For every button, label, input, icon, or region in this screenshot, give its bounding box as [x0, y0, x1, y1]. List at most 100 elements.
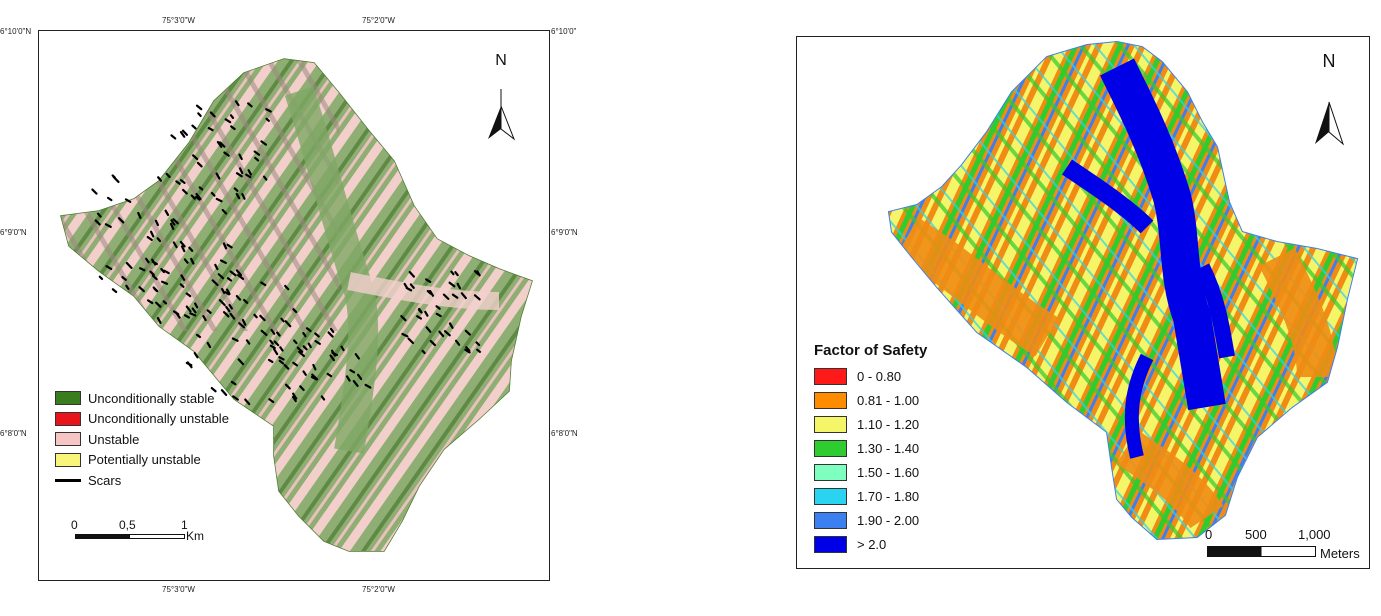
scar-mark	[284, 320, 292, 328]
scar-mark	[162, 300, 168, 305]
scar-mark	[228, 303, 233, 310]
scar-mark	[104, 223, 112, 228]
legend-label: Scars	[88, 472, 122, 488]
scar-mark	[224, 118, 232, 124]
scar-mark	[235, 192, 241, 200]
scar-mark	[154, 219, 160, 227]
scar-mark	[169, 222, 175, 231]
scar-mark	[125, 261, 133, 270]
legend-item-unconditionally-stable: Unconditionally stable	[55, 388, 229, 409]
scar-mark	[195, 195, 201, 201]
lat-label-right-8: 6°8'0"N	[551, 429, 578, 438]
scar-mark	[278, 359, 285, 365]
scar-mark	[476, 348, 482, 353]
scar-mark	[215, 197, 223, 203]
scar-mark	[340, 345, 345, 352]
scar-mark	[189, 312, 197, 317]
scar-mark	[456, 282, 462, 290]
scar-mark	[235, 172, 243, 178]
scar-mark	[265, 108, 272, 113]
scar-mark	[218, 141, 226, 148]
north-label: N	[495, 52, 507, 69]
scar-mark	[425, 326, 432, 333]
legend-item-scars: Scars	[55, 470, 229, 491]
scar-mark	[170, 134, 177, 140]
legend-label: 1.50 - 1.60	[857, 464, 920, 480]
scar-mark	[111, 288, 118, 294]
scar-mark	[298, 350, 305, 358]
scar-mark	[292, 392, 298, 400]
scar-mark	[302, 331, 307, 338]
scar-mark	[193, 302, 199, 309]
legend-swatch	[55, 432, 81, 447]
scar-mark	[183, 314, 191, 319]
scar-mark	[137, 211, 142, 219]
scar-mark	[218, 299, 226, 307]
scar-mark	[179, 130, 186, 138]
legend-swatch	[55, 452, 81, 467]
scar-mark	[147, 299, 154, 305]
scale-tick-half: 0,5	[119, 518, 136, 532]
legend-swatch	[814, 487, 847, 505]
scar-mark	[125, 284, 130, 290]
scar-mark	[241, 318, 247, 326]
scale-tick-1: 1	[181, 518, 188, 532]
stability-map-canvas: N	[60, 52, 533, 552]
lon-label-bottom-left: 75°3'0"W	[162, 585, 195, 594]
scar-mark	[185, 292, 192, 298]
scar-mark	[186, 361, 193, 369]
scar-mark	[280, 317, 285, 323]
scar-mark	[191, 154, 199, 161]
scar-mark	[424, 310, 429, 317]
scar-mark	[172, 241, 178, 249]
scars-layer	[91, 100, 482, 406]
scar-mark	[235, 294, 242, 301]
lat-label-left-9: 6°9'0"N	[0, 228, 27, 237]
scar-mark	[230, 125, 236, 131]
scar-mark	[202, 315, 207, 322]
scar-mark	[259, 314, 266, 322]
factor-of-safety-map-canvas: N	[887, 40, 1359, 541]
legend-swatch	[814, 439, 847, 457]
scar-mark	[409, 283, 415, 289]
scar-mark	[215, 172, 221, 180]
fos-class-6: 1.90 - 2.00	[814, 508, 927, 532]
scar-mark	[151, 274, 158, 281]
scar-mark	[181, 129, 189, 136]
scar-mark	[314, 332, 320, 338]
scar-mark	[265, 117, 270, 122]
scar-mark	[260, 329, 268, 336]
lat-label-right-9: 6°9'0"N	[551, 228, 578, 237]
legend-label: > 2.0	[857, 536, 887, 552]
scar-mark	[448, 322, 454, 329]
legend-swatch	[814, 415, 847, 433]
scar-mark	[153, 287, 158, 293]
scar-mark	[193, 351, 199, 359]
scar-mark	[175, 180, 181, 185]
scar-mark	[222, 311, 230, 318]
scar-mark	[181, 188, 188, 195]
scar-mark	[154, 301, 162, 308]
fos-class-1: 0.81 - 1.00	[814, 388, 927, 412]
legend-label: 1.90 - 2.00	[857, 512, 920, 528]
stability-map-panel: N Unconditionally stable Unconditionally…	[38, 30, 550, 581]
scale-tick-1000: 1,000	[1298, 527, 1331, 542]
scar-mark	[307, 342, 312, 349]
scar-mark	[352, 379, 359, 387]
legend-label: Potentially unstable	[88, 452, 201, 468]
scar-mark	[111, 174, 116, 179]
scar-mark	[329, 354, 336, 362]
north-arrow-icon	[1315, 101, 1345, 146]
legend-item-unstable: Unstable	[55, 429, 229, 450]
scar-mark	[460, 292, 467, 300]
scale-tick-0: 0	[71, 518, 78, 532]
scale-bar-graphic	[75, 534, 185, 539]
legend-swatch	[55, 391, 81, 406]
scar-mark	[160, 267, 166, 274]
scar-mark	[179, 240, 186, 248]
scar-mark	[450, 270, 455, 276]
scar-mark	[149, 270, 155, 277]
scar-mark	[146, 235, 153, 241]
scar-mark	[198, 186, 204, 191]
scar-mark	[331, 351, 338, 357]
